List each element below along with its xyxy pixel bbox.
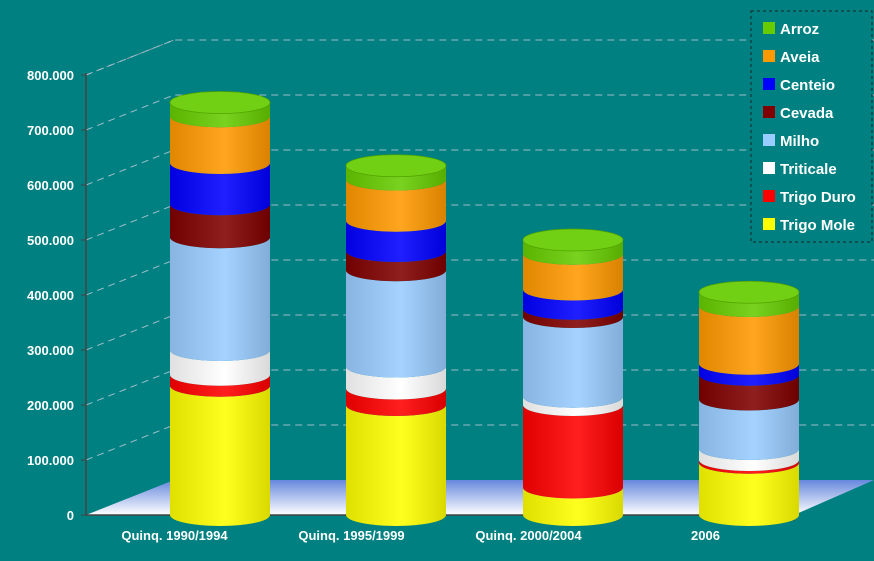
- bar-segment-cevada: [170, 204, 270, 249]
- bar-segment-milho: [523, 317, 623, 408]
- legend-swatch-arroz: [763, 22, 775, 34]
- legend-swatch-trigo-mole: [763, 218, 775, 230]
- legend-swatch-aveia: [763, 50, 775, 62]
- bar-top-cap: [698, 280, 800, 304]
- bar-stack-2006: [698, 280, 800, 526]
- legend-label-centeio: Centeio: [780, 77, 835, 94]
- bar-segment-arroz: [699, 292, 799, 317]
- bar-segment-trigo-mole: [170, 385, 270, 526]
- x-category-label: 2006: [691, 528, 720, 543]
- y-tick-label: 100.000: [27, 453, 74, 468]
- bar-stack-quinq-2000-2004: [522, 228, 624, 526]
- bar-segment-triticale: [346, 366, 446, 400]
- x-category-label: Quinq. 2000/2004: [475, 528, 582, 543]
- bar-segment-triticale: [170, 350, 270, 386]
- bar-segment-milho: [346, 270, 446, 378]
- bar-segment-aveia: [523, 253, 623, 301]
- legend-label-trigo-duro: Trigo Duro: [780, 189, 856, 206]
- y-axis-tick-labels: 0 100.000 200.000 300.000 400.000 500.000 600.…: [27, 68, 74, 523]
- legend-label-triticale: Triticale: [780, 161, 837, 178]
- bar-segment-centeio: [170, 163, 270, 216]
- legend-label-arroz: Arroz: [780, 21, 819, 38]
- bar-segment-milho: [170, 237, 270, 361]
- bar-segment-triticale: [523, 396, 623, 416]
- bar-segment-aveia: [699, 306, 799, 375]
- y-tick-label: 800.000: [27, 68, 74, 83]
- bar-segment-aveia: [170, 116, 270, 174]
- bar-segment-centeio: [699, 363, 799, 386]
- legend-label-milho: Milho: [780, 133, 819, 150]
- bar-segment-cevada: [523, 308, 623, 328]
- bar-stack-quinq-1990-1994: [169, 91, 271, 526]
- bar-segment-aveia: [346, 179, 446, 232]
- bar-segment-trigo-mole: [346, 405, 446, 526]
- bar-segment-arroz: [523, 240, 623, 265]
- bar-top-cap: [345, 154, 447, 178]
- y-tick-label: 700.000: [27, 123, 74, 138]
- bar-segment-arroz: [346, 165, 446, 191]
- bar-segment-cevada: [346, 251, 446, 282]
- bar-segment-trigo-duro: [699, 460, 799, 474]
- y-tick-label: 200.000: [27, 398, 74, 413]
- y-tick-label: 600.000: [27, 178, 74, 193]
- legend-label-cevada: Cevada: [780, 105, 834, 122]
- bar-segment-cevada: [699, 374, 799, 411]
- bar-segment-trigo-duro: [346, 388, 446, 416]
- bar-segment-trigo-duro: [170, 374, 270, 397]
- y-tick-label: 0: [67, 508, 74, 523]
- bar-segment-milho: [699, 399, 799, 460]
- y-tick-label: 300.000: [27, 343, 74, 358]
- legend-swatch-centeio: [763, 78, 775, 90]
- legend-label-trigo-mole: Trigo Mole: [780, 217, 855, 234]
- floor-plane: [86, 480, 874, 515]
- bar-segment-centeio: [523, 289, 623, 320]
- legend-swatch-milho: [763, 134, 775, 146]
- bar-segment-trigo-mole: [523, 487, 623, 526]
- y-tick-label: 500.000: [27, 233, 74, 248]
- chart-floor: [86, 480, 874, 515]
- bar-segment-trigo-duro: [523, 405, 623, 499]
- bars: [169, 91, 800, 526]
- x-category-label: Quinq. 1995/1999: [298, 528, 404, 543]
- bar-segment-trigo-mole: [699, 462, 799, 526]
- bar-stack-quinq-1995-1999: [345, 154, 447, 526]
- x-category-label: Quinq. 1990/1994: [121, 528, 228, 543]
- legend-box: [750, 10, 873, 243]
- bar-segment-arroz: [170, 102, 270, 128]
- legend-swatch-cevada: [763, 106, 775, 118]
- legend-swatch-trigo-duro: [763, 190, 775, 202]
- legend: Arroz Aveia Centeio Cevada Milho Triticale Tri…: [750, 10, 873, 243]
- legend-label-aveia: Aveia: [780, 49, 820, 66]
- bar-top-cap: [522, 228, 624, 252]
- bar-segment-centeio: [346, 220, 446, 262]
- legend-swatch-triticale: [763, 162, 775, 174]
- y-tick-label: 400.000: [27, 288, 74, 303]
- x-axis-category-labels: Quinq. 1990/1994 Quinq. 1995/1999 Quinq. 2…: [121, 528, 720, 543]
- bar-top-cap: [169, 91, 271, 114]
